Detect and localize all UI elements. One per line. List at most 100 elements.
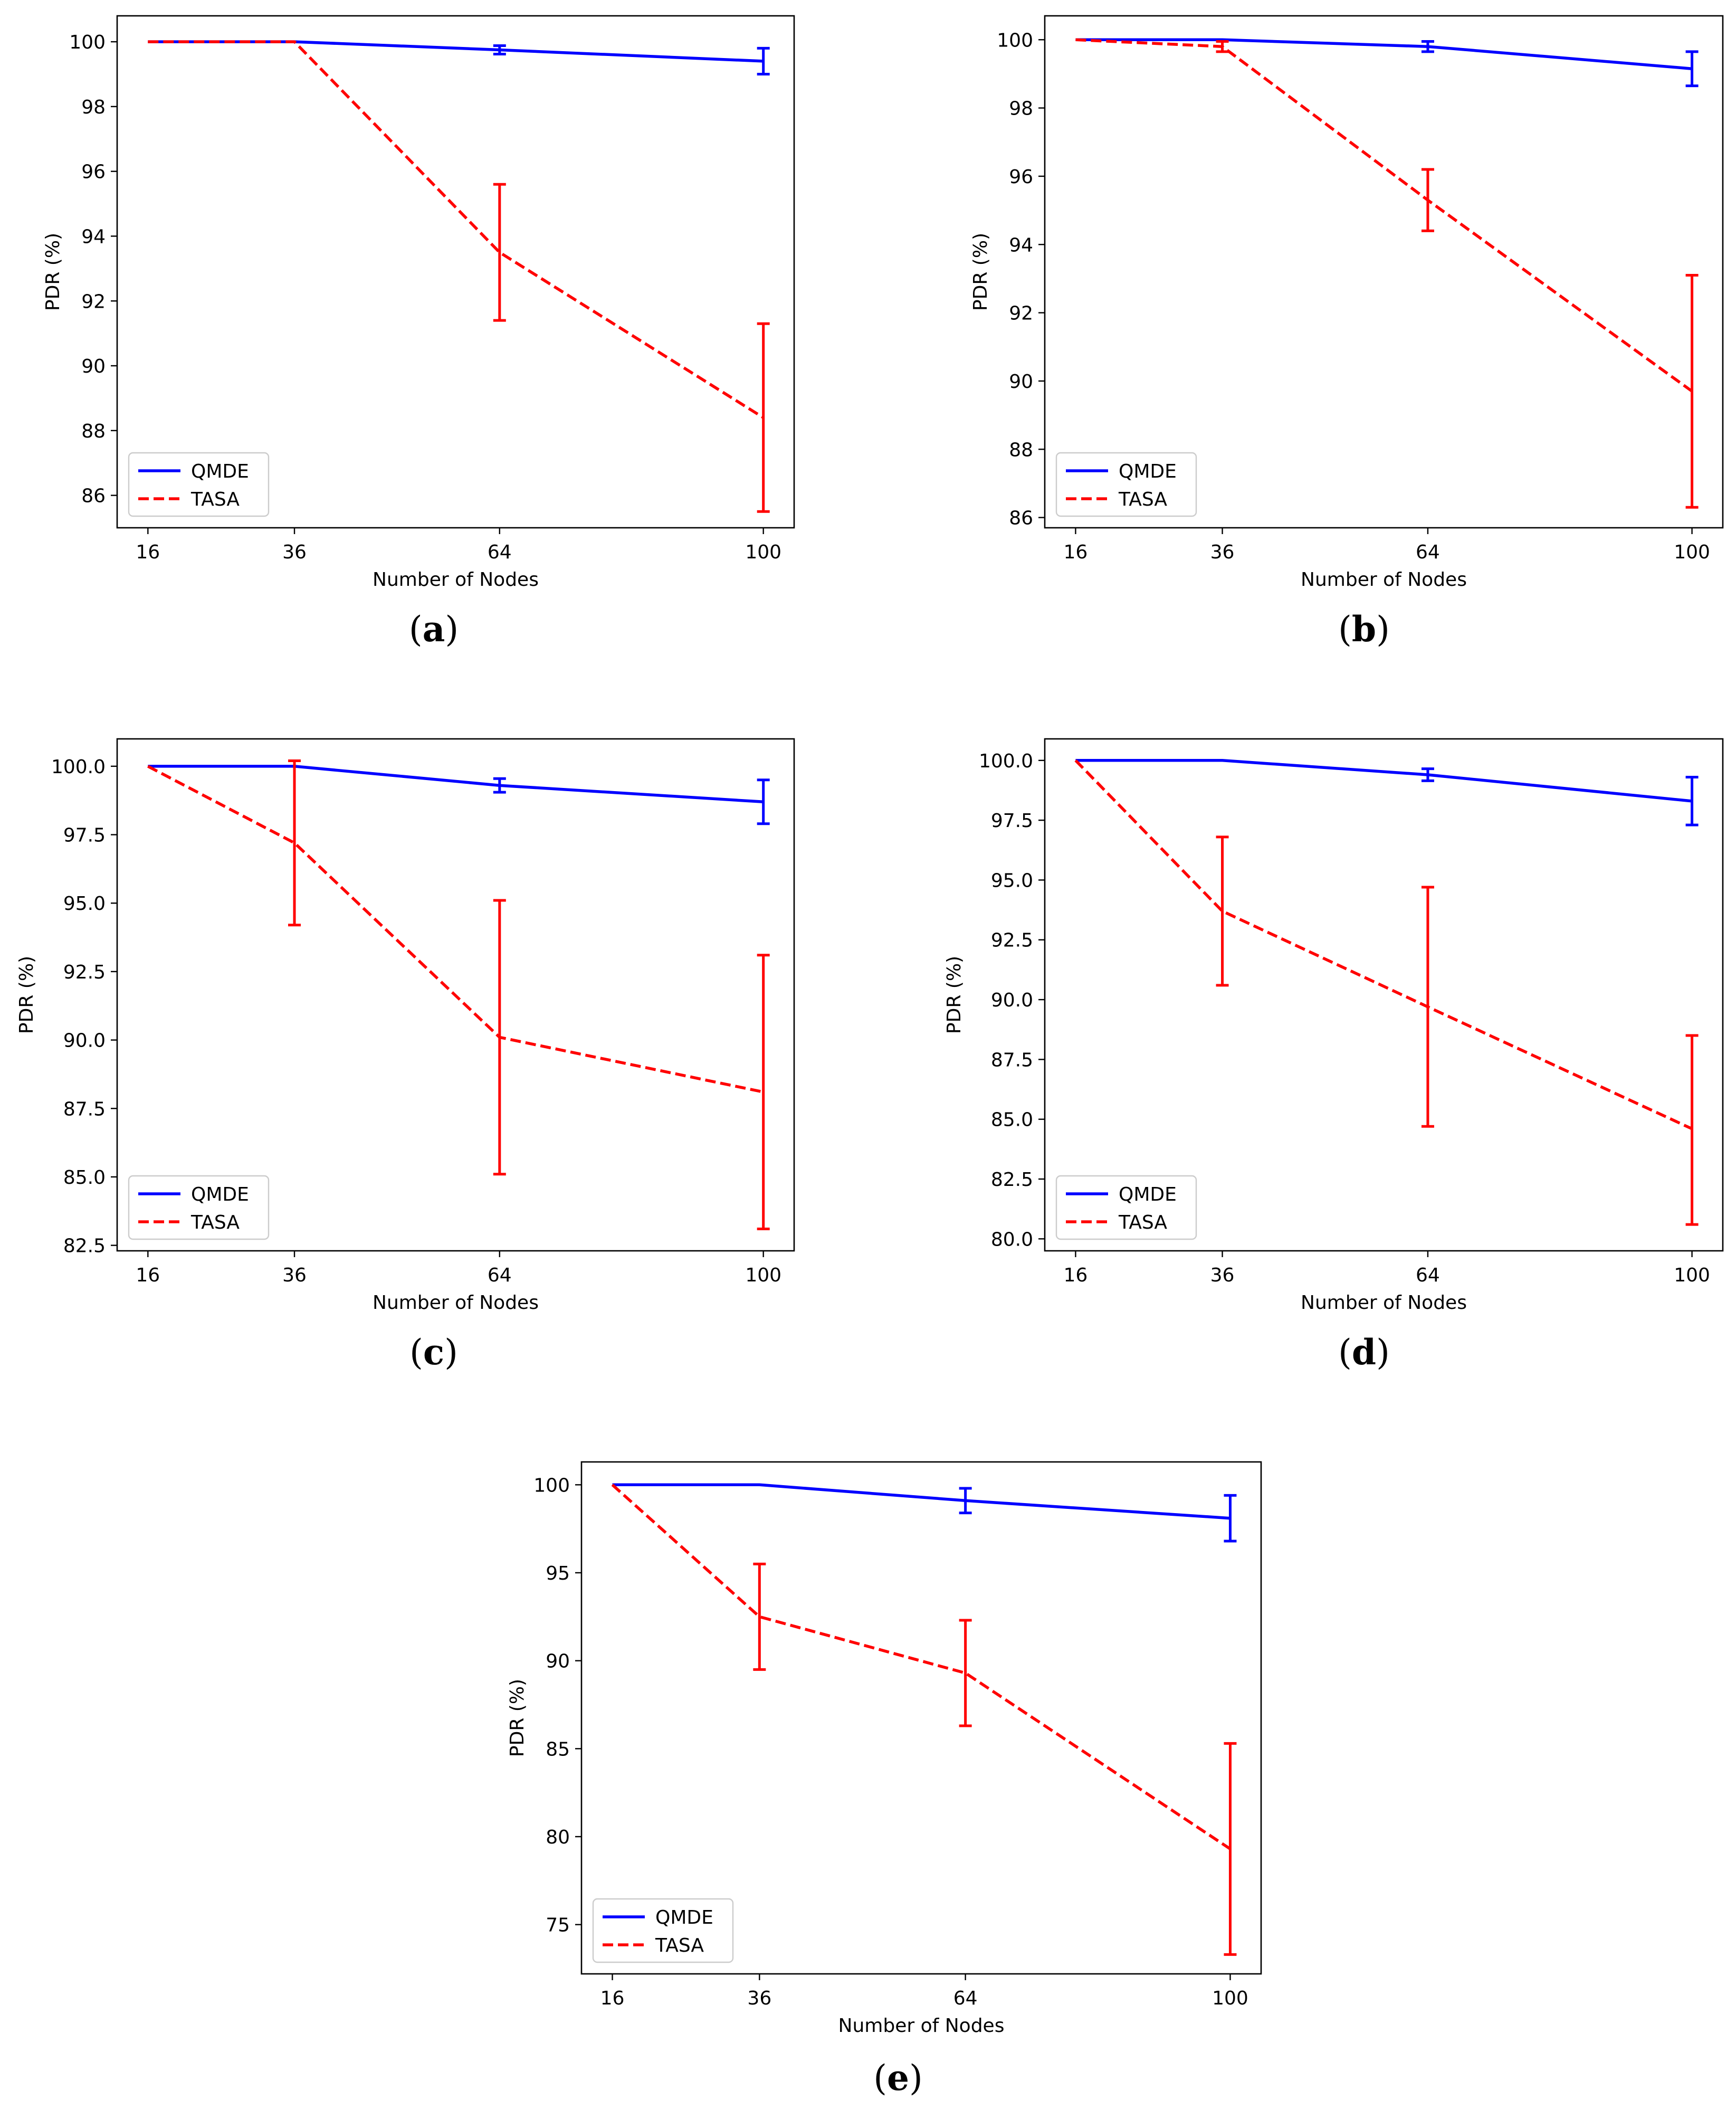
caption-close: ) (1376, 609, 1390, 650)
y-tick-label: 87.5 (991, 1049, 1033, 1071)
axes-frame (116, 738, 795, 1252)
caption-open: ( (409, 609, 423, 650)
caption-open: ( (409, 1332, 423, 1373)
series-line-tasa (611, 1484, 1232, 1850)
legend-box (1055, 1175, 1197, 1240)
series-line-qmde (148, 40, 764, 63)
y-tick-label: 95.0 (63, 893, 106, 915)
legend-box (1055, 452, 1197, 517)
x-tick-label: 36 (282, 541, 307, 563)
y-tick-label: 85.0 (63, 1167, 106, 1189)
chart-panel-c: 82.5 85.0 87.5 90.0 92.5 95.0 97.5 100.0 16 36 64 1… (16, 738, 795, 1373)
caption-close: ) (909, 2058, 923, 2098)
panel-caption: (d) (1338, 1332, 1390, 1373)
y-tick-label: 82.5 (63, 1236, 106, 1257)
axes-frame (116, 15, 795, 529)
x-tick-label: 100 (1674, 1265, 1710, 1286)
x-tick-label: 16 (136, 1265, 160, 1286)
caption-close: ) (444, 1332, 458, 1373)
legend-label-tasa: TASA (655, 1935, 704, 1956)
y-tick-label: 95 (546, 1563, 570, 1584)
caption-close: ) (445, 609, 459, 650)
x-tick-label: 16 (600, 1988, 625, 2009)
y-tick-label: 92.5 (63, 962, 106, 983)
y-tick-label: 94 (1009, 234, 1033, 256)
y-tick-label: 90 (1009, 371, 1033, 393)
caption-open: ( (873, 2058, 887, 2098)
x-axis-label: Number of Nodes (373, 569, 539, 591)
legend-box (128, 452, 270, 517)
x-tick-label: 64 (1416, 541, 1440, 563)
caption-close: ) (1376, 1332, 1390, 1373)
x-tick-label: 64 (953, 1988, 978, 2009)
x-tick-label: 16 (1064, 541, 1088, 563)
legend-label-tasa: TASA (1118, 489, 1167, 510)
y-tick-label: 92 (81, 291, 106, 312)
y-tick-label: 90 (546, 1651, 570, 1673)
y-tick-label: 98 (1009, 98, 1033, 120)
y-tick-label: 96 (1009, 166, 1033, 188)
caption-letter: c (423, 1332, 444, 1373)
x-axis-label: Number of Nodes (1301, 1292, 1467, 1314)
y-tick-label: 88 (1009, 439, 1033, 461)
chart-panel-a: 86 88 90 92 94 96 98 100 16 36 64 100 Number of Node… (42, 15, 795, 650)
x-tick-label: 100 (1674, 541, 1710, 563)
chart-panel-b: 86 88 90 92 94 96 98 100 16 36 64 100 Number of Node… (970, 15, 1724, 650)
chart-panel-d: 80.0 82.5 85.0 87.5 90.0 92.5 95.0 97.5 100.0 16 3… (943, 738, 1724, 1373)
y-tick-label: 92 (1009, 303, 1033, 325)
legend-box (128, 1175, 270, 1240)
y-tick-label: 97.5 (63, 825, 106, 847)
y-tick-label: 80 (546, 1827, 570, 1848)
y-tick-label: 92.5 (991, 930, 1033, 952)
panel-caption: (e) (873, 2057, 923, 2098)
series-line-tasa (147, 765, 764, 1094)
y-tick-label: 87.5 (63, 1098, 106, 1120)
y-tick-label: 94 (81, 226, 106, 248)
y-tick-label: 90 (81, 356, 106, 377)
legend-label-qmde: QMDE (1119, 461, 1177, 482)
y-tick-label: 85 (546, 1738, 570, 1760)
x-tick-label: 36 (282, 1265, 307, 1286)
caption-letter: b (1352, 609, 1376, 650)
x-tick-label: 16 (136, 541, 160, 563)
y-tick-label: 90.0 (991, 990, 1033, 1011)
y-axis-label: PDR (%) (42, 233, 64, 311)
y-tick-label: 75 (546, 1915, 570, 1936)
series-line-qmde (1075, 759, 1692, 803)
y-tick-label: 85.0 (991, 1109, 1033, 1131)
legend-label-tasa: TASA (190, 1212, 240, 1233)
y-tick-label: 82.5 (991, 1169, 1033, 1191)
panel-caption: (b) (1338, 609, 1390, 650)
panel-caption: (a) (409, 609, 459, 650)
x-tick-label: 100 (745, 541, 781, 563)
series-line-qmde (1075, 38, 1692, 70)
series-line-qmde (148, 765, 764, 804)
x-tick-label: 100 (745, 1265, 781, 1286)
legend-label-qmde: QMDE (191, 1184, 249, 1205)
panel-caption: (c) (409, 1332, 458, 1373)
caption-open: ( (1338, 609, 1352, 650)
caption-letter: e (887, 2057, 909, 2098)
y-tick-label: 86 (1009, 508, 1033, 529)
y-axis-label: PDR (%) (507, 1679, 528, 1757)
series-line-tasa (148, 40, 765, 419)
y-tick-label: 95.0 (991, 870, 1033, 891)
x-tick-label: 36 (747, 1988, 771, 2009)
caption-open: ( (1338, 1332, 1352, 1373)
y-tick-label: 88 (81, 421, 106, 442)
caption-letter: a (423, 609, 445, 650)
axes-frame (580, 1461, 1262, 1975)
y-tick-label: 100.0 (51, 756, 106, 778)
y-tick-label: 100 (997, 30, 1033, 51)
legend-label-tasa: TASA (190, 489, 240, 510)
x-axis-label: Number of Nodes (1301, 569, 1467, 591)
x-tick-label: 36 (1210, 541, 1235, 563)
y-tick-label: 96 (81, 161, 106, 183)
y-axis-label: PDR (%) (970, 233, 991, 311)
y-tick-label: 80.0 (991, 1229, 1033, 1250)
x-tick-label: 16 (1064, 1265, 1088, 1286)
y-tick-label: 90.0 (63, 1030, 106, 1052)
y-axis-label: PDR (%) (943, 956, 965, 1034)
y-tick-label: 86 (81, 486, 106, 507)
